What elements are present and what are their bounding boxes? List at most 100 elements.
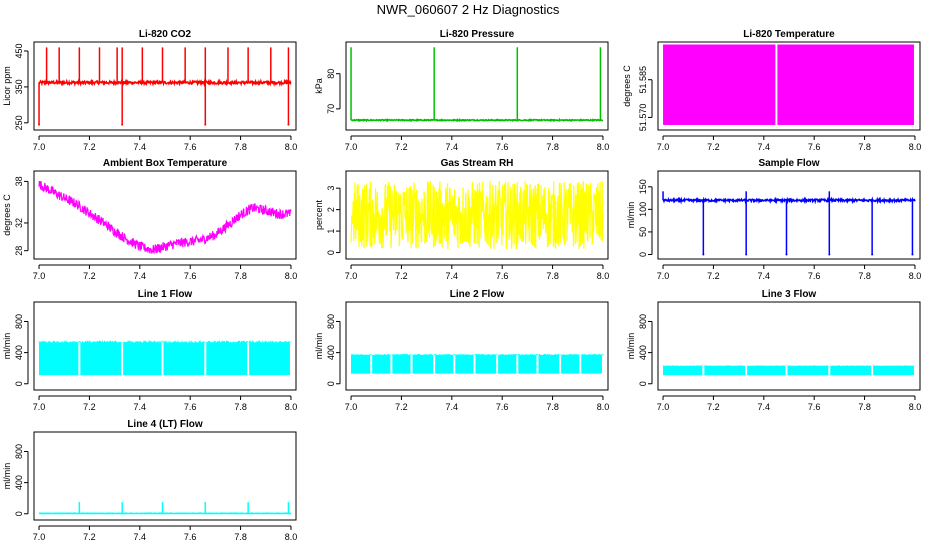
y-tick-label: 100: [638, 202, 648, 217]
x-tick-label: 7.4: [446, 142, 459, 152]
spike-point: [702, 253, 705, 256]
y-axis-label: degrees C: [2, 194, 12, 236]
y-tick-label: 50: [638, 227, 648, 237]
y-axis-label: ml/min: [2, 333, 12, 360]
y-tick-label: 150: [638, 179, 648, 194]
band-segment: [777, 44, 914, 125]
y-tick-label: 400: [326, 345, 336, 360]
y-tick-label: 250: [14, 115, 24, 130]
panel-title: Line 2 Flow: [450, 289, 505, 300]
x-tick-label: 7.0: [33, 402, 46, 412]
x-tick-label: 8.0: [909, 142, 922, 152]
y-tick-label: 400: [638, 345, 648, 360]
plot-frame: [657, 170, 921, 260]
x-tick-label: 7.2: [395, 271, 408, 281]
band-segment: [372, 354, 391, 374]
band-segment: [561, 354, 580, 374]
chart-panel: Gas Stream RH 7.0 7.2 7.4 7.6 7.8 8.0 0 1 2 3 perce…: [314, 158, 609, 281]
x-tick-label: 7.2: [83, 142, 96, 152]
x-tick-label: 7.8: [234, 402, 247, 412]
plot-frame: [657, 41, 921, 131]
series-line: [38, 78, 292, 88]
y-tick-label: 450: [14, 43, 24, 58]
x-tick-label: 7.8: [546, 271, 559, 281]
x-tick-label: 7.6: [808, 271, 821, 281]
band-segment: [830, 365, 872, 376]
data-layer: [350, 353, 604, 374]
series-line: [350, 180, 604, 250]
plot-frame: [657, 301, 921, 391]
x-tick-label: 8.0: [285, 402, 298, 412]
y-axis-label: ml/min: [626, 202, 636, 229]
data-layer: [350, 47, 603, 123]
x-tick-label: 7.2: [707, 142, 720, 152]
x-tick-label: 7.6: [808, 402, 821, 412]
x-tick-label: 7.2: [83, 532, 96, 540]
y-tick-label: 80: [326, 69, 336, 79]
data-layer: [38, 502, 292, 515]
plot-frame: [33, 301, 297, 391]
series-line: [662, 196, 916, 205]
panel-title: Gas Stream RH: [441, 158, 514, 169]
y-tick-label: 1: [326, 229, 336, 234]
chart-panel: Ambient Box Temperature 7.0 7.2 7.4 7.6 7.8 8.…: [2, 158, 297, 281]
x-tick-label: 7.6: [808, 142, 821, 152]
x-tick-label: 7.8: [858, 142, 871, 152]
data-layer: [38, 47, 292, 126]
y-tick-label: 38: [14, 176, 24, 186]
y-tick-label: 32: [14, 218, 24, 228]
y-tick-label: 800: [14, 314, 24, 329]
x-tick-label: 7.6: [496, 402, 509, 412]
x-tick-label: 8.0: [909, 402, 922, 412]
chart-panel: Line 4 (LT) Flow 7.0 7.2 7.4 7.6 7.8 8.0 0 400 80…: [2, 419, 297, 540]
x-tick-label: 7.4: [446, 271, 459, 281]
spike-point: [287, 123, 290, 126]
y-axis-label: ml/min: [626, 333, 636, 360]
y-tick-label: 28: [14, 246, 24, 256]
chart-panel: Line 1 Flow 7.0 7.2 7.4 7.6 7.8 8.0 0 400 800ml/m…: [2, 289, 297, 412]
x-tick-label: 7.8: [546, 402, 559, 412]
panel-title: Sample Flow: [758, 158, 819, 169]
x-tick-label: 7.4: [446, 402, 459, 412]
x-tick-label: 7.6: [496, 271, 509, 281]
x-tick-label: 7.0: [345, 271, 358, 281]
series-line: [38, 181, 292, 254]
band-segment: [455, 354, 474, 374]
x-tick-label: 7.6: [184, 142, 197, 152]
y-tick-label: 2: [326, 207, 336, 212]
band-segment: [163, 342, 205, 376]
panel-title: Li-820 Pressure: [440, 29, 515, 40]
x-tick-label: 7.4: [134, 142, 147, 152]
y-axis-label: ml/min: [314, 333, 324, 360]
x-tick-label: 7.2: [395, 402, 408, 412]
plot-frame: [33, 170, 297, 260]
band-segment: [538, 354, 560, 374]
chart-panel: Sample Flow 7.0 7.2 7.4 7.6 7.8 8.0 0 50 100 150ml…: [626, 158, 921, 281]
x-tick-label: 7.0: [657, 142, 670, 152]
x-tick-label: 8.0: [597, 271, 610, 281]
x-tick-label: 7.8: [234, 532, 247, 540]
band-segment: [704, 365, 746, 376]
plot-frame: [345, 41, 609, 131]
data-layer: [662, 191, 916, 256]
y-tick-label: 800: [638, 314, 648, 329]
band-segment: [123, 342, 162, 376]
x-tick-label: 7.0: [33, 142, 46, 152]
band-segment: [747, 365, 786, 376]
panel-title: Ambient Box Temperature: [103, 158, 228, 169]
band-segment: [249, 342, 290, 376]
x-tick-label: 7.8: [234, 271, 247, 281]
spike-point: [745, 253, 748, 256]
y-tick-label: 0: [638, 252, 648, 257]
x-tick-label: 7.4: [758, 142, 771, 152]
band-segment: [663, 365, 703, 376]
x-tick-label: 8.0: [285, 532, 298, 540]
x-tick-label: 7.4: [758, 402, 771, 412]
spike-point: [871, 253, 874, 256]
y-tick-label: 800: [326, 314, 336, 329]
y-tick-label: 0: [638, 381, 648, 386]
chart-panel: Li-820 CO2 7.0 7.2 7.4 7.6 7.8 8.0 250 350 450Lic…: [2, 29, 297, 152]
x-tick-label: 7.2: [83, 271, 96, 281]
